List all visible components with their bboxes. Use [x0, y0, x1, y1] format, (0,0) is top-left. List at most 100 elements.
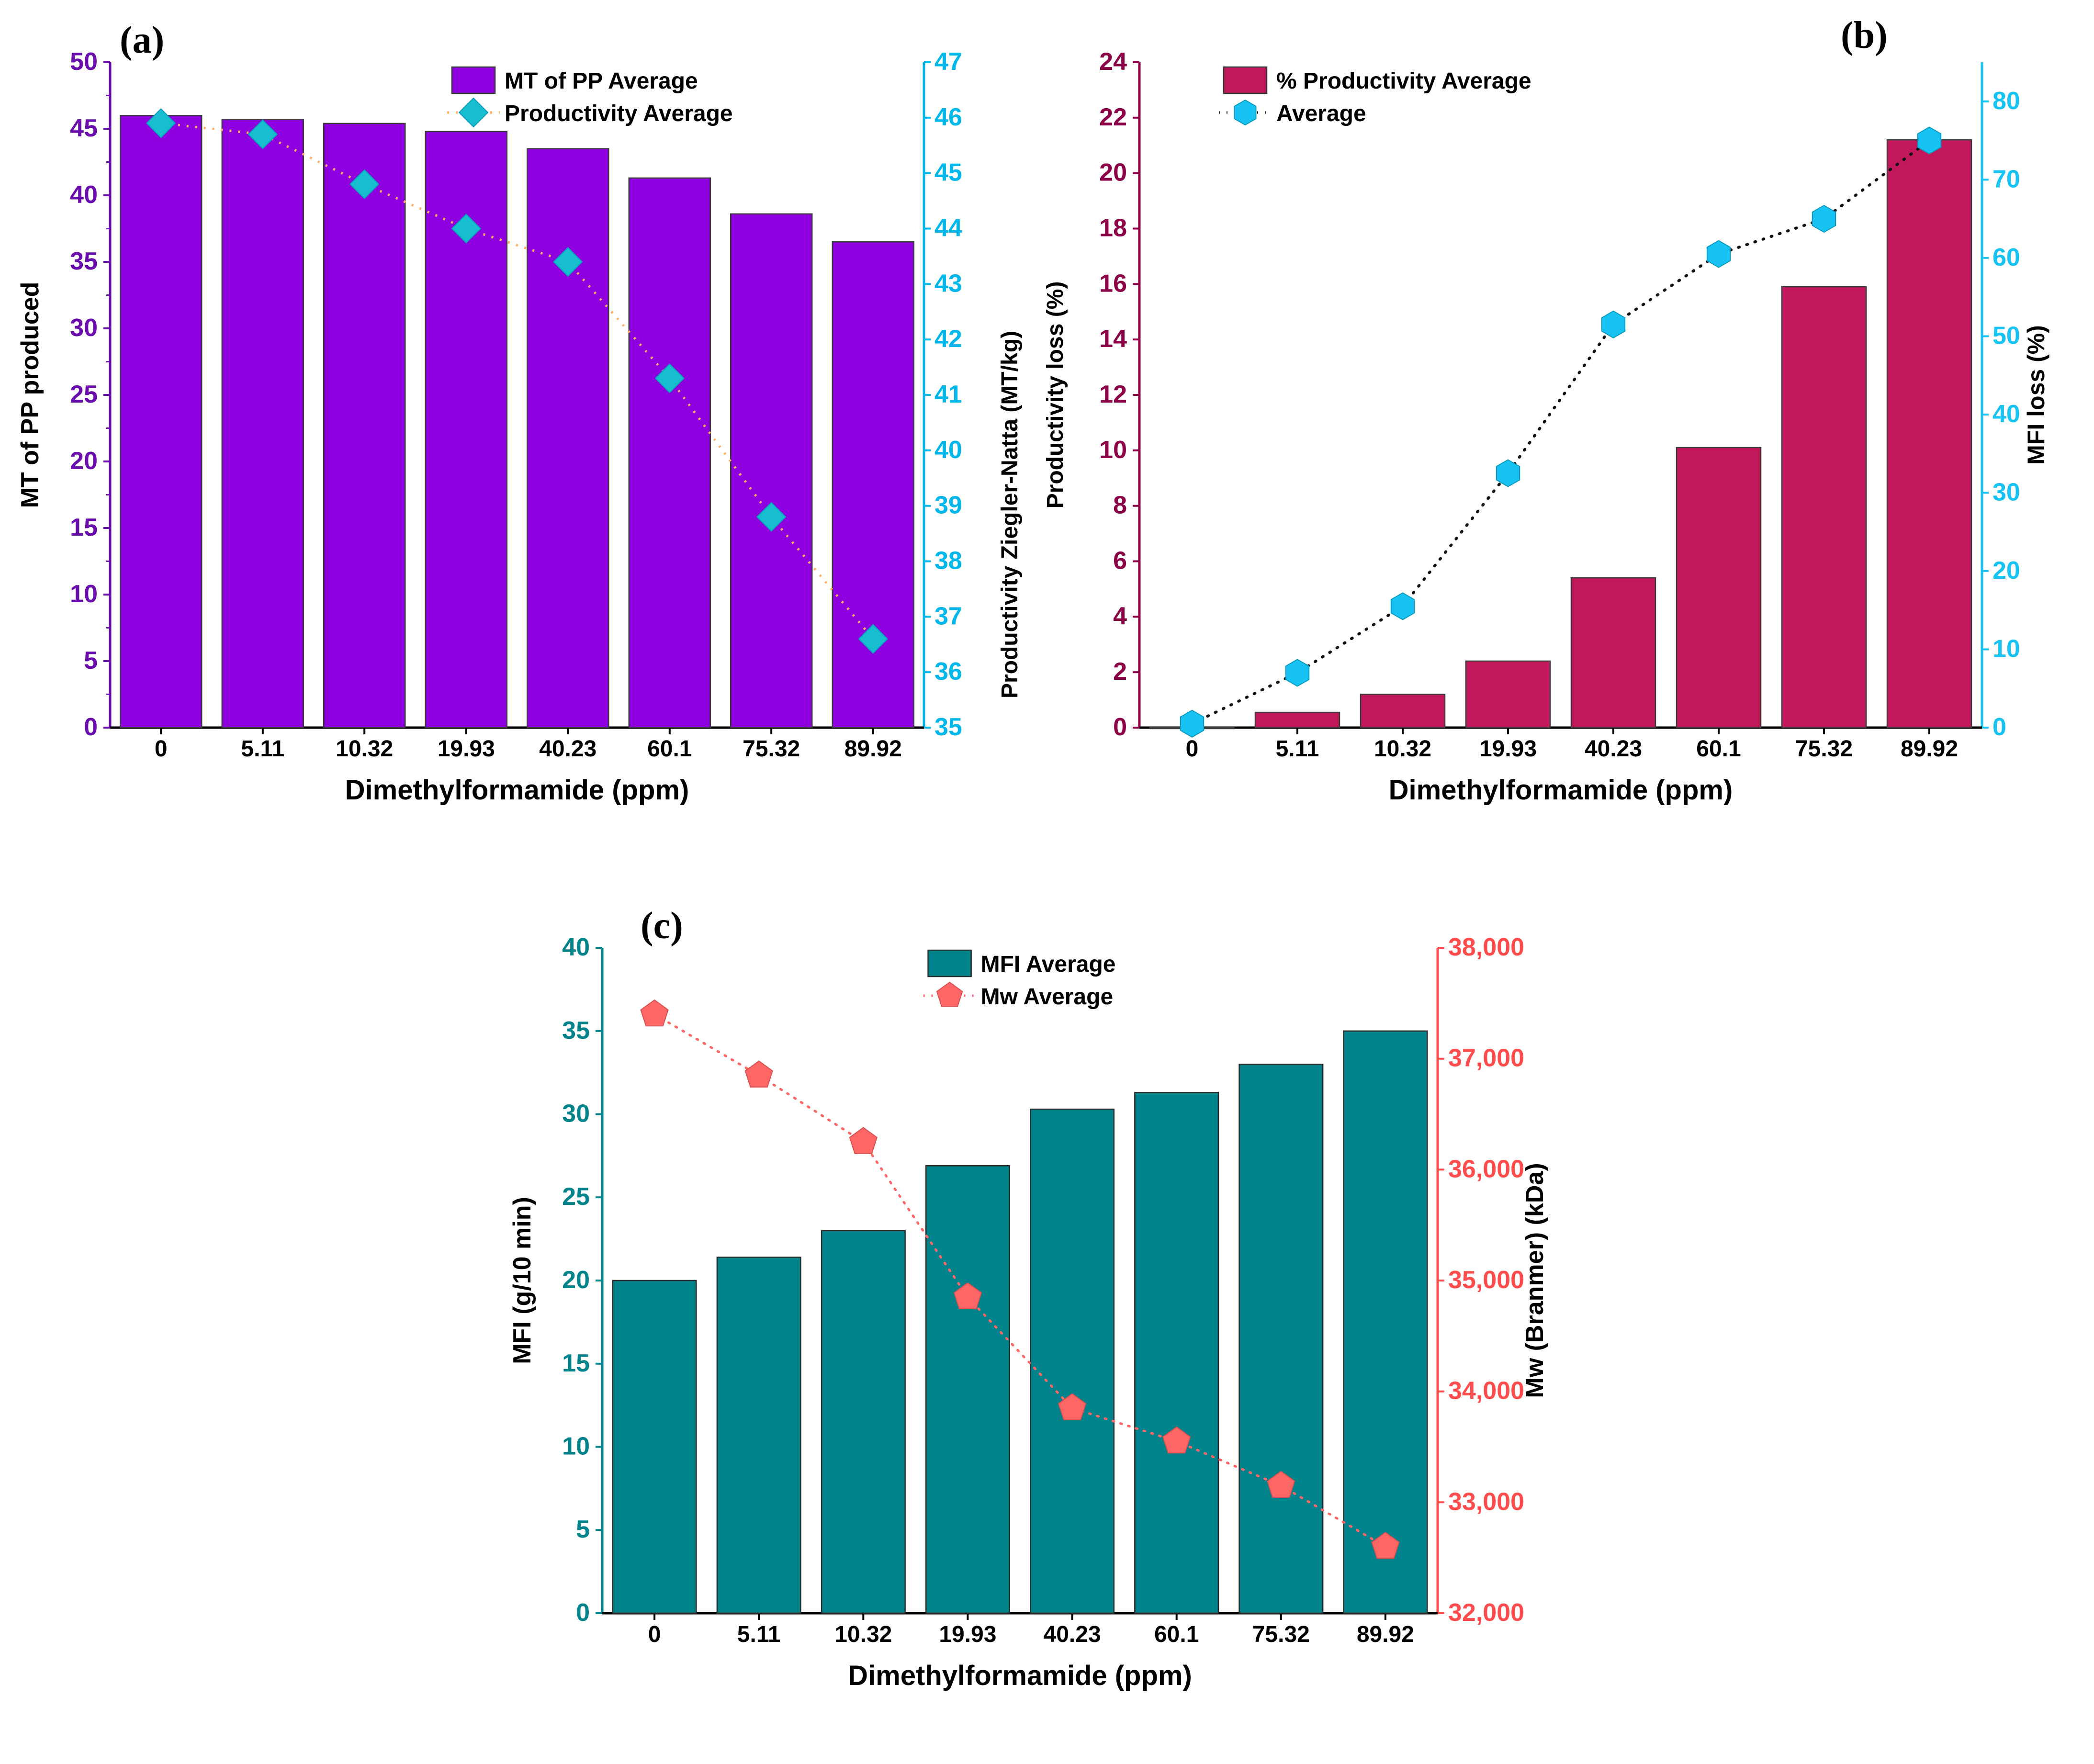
svg-text:0: 0 [1113, 713, 1127, 741]
svg-text:89.92: 89.92 [1357, 1622, 1414, 1647]
svg-text:42: 42 [934, 325, 962, 353]
svg-text:75.32: 75.32 [1795, 736, 1853, 762]
svg-text:14: 14 [1099, 325, 1127, 353]
svg-text:10: 10 [70, 580, 98, 608]
svg-text:40.23: 40.23 [539, 736, 597, 762]
svg-text:0: 0 [1993, 713, 2006, 741]
svg-text:6: 6 [1113, 547, 1127, 575]
svg-text:5.11: 5.11 [737, 1622, 781, 1647]
svg-text:32,000: 32,000 [1448, 1599, 1524, 1627]
svg-text:43: 43 [934, 270, 962, 297]
svg-text:40.23: 40.23 [1585, 736, 1642, 762]
svg-text:0: 0 [648, 1622, 661, 1647]
svg-text:37,000: 37,000 [1448, 1045, 1524, 1072]
svg-text:40: 40 [934, 436, 962, 464]
svg-text:16: 16 [1099, 270, 1127, 297]
svg-text:Mw Average: Mw Average [981, 984, 1114, 1010]
svg-text:20: 20 [1099, 159, 1127, 187]
svg-text:Productivity Average: Productivity Average [505, 101, 733, 126]
svg-text:5: 5 [576, 1516, 590, 1543]
svg-text:% Productivity Average: % Productivity Average [1276, 68, 1531, 94]
svg-text:20: 20 [562, 1266, 590, 1294]
svg-text:0: 0 [84, 713, 98, 741]
svg-text:15: 15 [70, 514, 98, 541]
svg-text:2: 2 [1113, 658, 1127, 685]
svg-text:5.11: 5.11 [1276, 736, 1319, 762]
svg-text:40: 40 [562, 933, 590, 961]
svg-text:35,000: 35,000 [1448, 1266, 1524, 1294]
svg-text:Productivity Ziegler-Natta (M: Productivity Ziegler-Natta (MT/kg) [997, 331, 1023, 698]
svg-text:33,000: 33,000 [1448, 1488, 1524, 1516]
svg-text:(b): (b) [1841, 14, 1888, 56]
svg-text:22: 22 [1099, 103, 1127, 131]
svg-text:0: 0 [1186, 736, 1199, 762]
svg-text:(c): (c) [641, 905, 683, 947]
svg-text:5: 5 [84, 647, 98, 674]
svg-text:25: 25 [562, 1183, 590, 1211]
svg-text:40: 40 [70, 181, 98, 209]
svg-text:41: 41 [934, 381, 962, 408]
svg-text:(a): (a) [120, 19, 164, 61]
svg-text:20: 20 [1993, 557, 2020, 584]
svg-text:15: 15 [562, 1349, 590, 1377]
svg-text:Productivity loss (%): Productivity loss (%) [1043, 281, 1068, 509]
svg-text:70: 70 [1993, 165, 2020, 193]
svg-text:60.1: 60.1 [647, 736, 692, 762]
svg-text:10.32: 10.32 [336, 736, 393, 762]
svg-text:37: 37 [934, 602, 962, 630]
svg-text:30: 30 [562, 1100, 590, 1128]
svg-text:10: 10 [562, 1433, 590, 1461]
svg-text:34,000: 34,000 [1448, 1377, 1524, 1405]
svg-text:30: 30 [1993, 478, 2020, 506]
svg-text:MFI Average: MFI Average [981, 952, 1116, 977]
svg-text:Dimethylformamide (ppm): Dimethylformamide (ppm) [848, 1660, 1192, 1691]
svg-text:80: 80 [1993, 87, 2020, 115]
svg-text:75.32: 75.32 [743, 736, 800, 762]
svg-text:10.32: 10.32 [1374, 736, 1431, 762]
svg-text:30: 30 [70, 314, 98, 342]
svg-text:19.93: 19.93 [939, 1622, 996, 1647]
svg-text:44: 44 [934, 214, 962, 242]
svg-text:5.11: 5.11 [241, 736, 284, 762]
svg-text:8: 8 [1113, 492, 1127, 519]
svg-text:47: 47 [934, 48, 962, 76]
svg-text:0: 0 [155, 736, 168, 762]
svg-text:75.32: 75.32 [1252, 1622, 1310, 1647]
svg-text:18: 18 [1099, 214, 1127, 242]
svg-text:Mw (Branmer) (kDa): Mw (Branmer) (kDa) [1521, 1163, 1549, 1398]
svg-text:Dimethylformamide (ppm): Dimethylformamide (ppm) [345, 775, 689, 806]
svg-text:19.93: 19.93 [1479, 736, 1537, 762]
svg-text:35: 35 [934, 713, 962, 741]
svg-text:45: 45 [70, 114, 98, 142]
svg-text:50: 50 [70, 48, 98, 76]
svg-text:40: 40 [1993, 400, 2020, 428]
svg-text:50: 50 [1993, 322, 2020, 349]
svg-text:MT of PP Average: MT of PP Average [505, 68, 698, 94]
svg-text:89.92: 89.92 [844, 736, 902, 762]
svg-text:10: 10 [1099, 436, 1127, 464]
svg-text:10.32: 10.32 [834, 1622, 892, 1647]
svg-text:MFI loss (%): MFI loss (%) [2023, 325, 2049, 465]
svg-text:36: 36 [934, 658, 962, 685]
svg-text:46: 46 [934, 103, 962, 131]
svg-text:4: 4 [1113, 602, 1127, 630]
svg-text:38,000: 38,000 [1448, 933, 1524, 961]
svg-text:19.93: 19.93 [438, 736, 495, 762]
svg-text:25: 25 [70, 381, 98, 408]
svg-text:40.23: 40.23 [1044, 1622, 1101, 1647]
svg-text:60.1: 60.1 [1696, 736, 1741, 762]
svg-text:60.1: 60.1 [1154, 1622, 1199, 1647]
svg-text:MFI (g/10 min): MFI (g/10 min) [508, 1197, 536, 1364]
svg-text:36,000: 36,000 [1448, 1155, 1524, 1183]
svg-text:12: 12 [1099, 381, 1127, 408]
svg-text:35: 35 [70, 247, 98, 275]
svg-text:Average: Average [1276, 101, 1366, 126]
svg-text:0: 0 [576, 1599, 590, 1627]
svg-text:39: 39 [934, 492, 962, 519]
svg-text:Dimethylformamide (ppm): Dimethylformamide (ppm) [1389, 775, 1733, 806]
svg-text:38: 38 [934, 547, 962, 575]
svg-text:20: 20 [70, 447, 98, 475]
svg-text:10: 10 [1993, 635, 2020, 663]
svg-text:60: 60 [1993, 244, 2020, 271]
svg-text:45: 45 [934, 159, 962, 187]
